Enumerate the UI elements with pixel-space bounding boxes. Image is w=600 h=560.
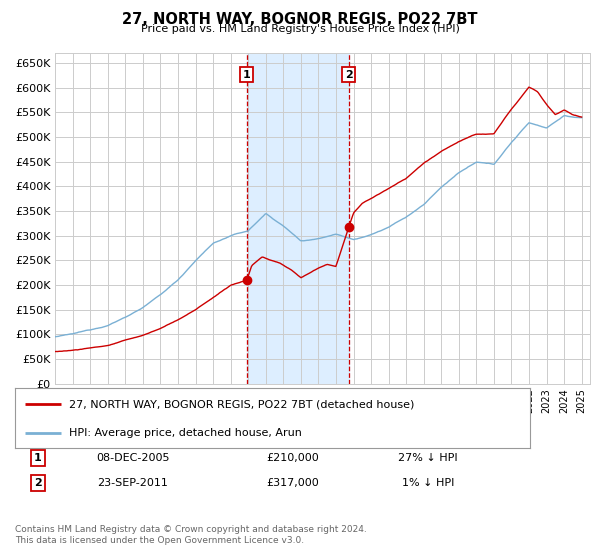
Text: 27, NORTH WAY, BOGNOR REGIS, PO22 7BT (detached house): 27, NORTH WAY, BOGNOR REGIS, PO22 7BT (d… — [69, 399, 415, 409]
Text: 27% ↓ HPI: 27% ↓ HPI — [398, 453, 458, 463]
Text: £210,000: £210,000 — [266, 453, 319, 463]
Text: 2: 2 — [345, 69, 353, 80]
Text: 1: 1 — [243, 69, 251, 80]
Text: £317,000: £317,000 — [266, 478, 319, 488]
Text: 23-SEP-2011: 23-SEP-2011 — [98, 478, 169, 488]
Text: Contains HM Land Registry data © Crown copyright and database right 2024.
This d: Contains HM Land Registry data © Crown c… — [15, 525, 367, 545]
Text: HPI: Average price, detached house, Arun: HPI: Average price, detached house, Arun — [69, 428, 302, 438]
Text: 1: 1 — [34, 453, 42, 463]
Text: 27, NORTH WAY, BOGNOR REGIS, PO22 7BT: 27, NORTH WAY, BOGNOR REGIS, PO22 7BT — [122, 12, 478, 27]
Text: 08-DEC-2005: 08-DEC-2005 — [96, 453, 170, 463]
Bar — [247, 53, 349, 384]
Text: Price paid vs. HM Land Registry's House Price Index (HPI): Price paid vs. HM Land Registry's House … — [140, 24, 460, 34]
Text: 1% ↓ HPI: 1% ↓ HPI — [402, 478, 454, 488]
Text: 2: 2 — [34, 478, 42, 488]
